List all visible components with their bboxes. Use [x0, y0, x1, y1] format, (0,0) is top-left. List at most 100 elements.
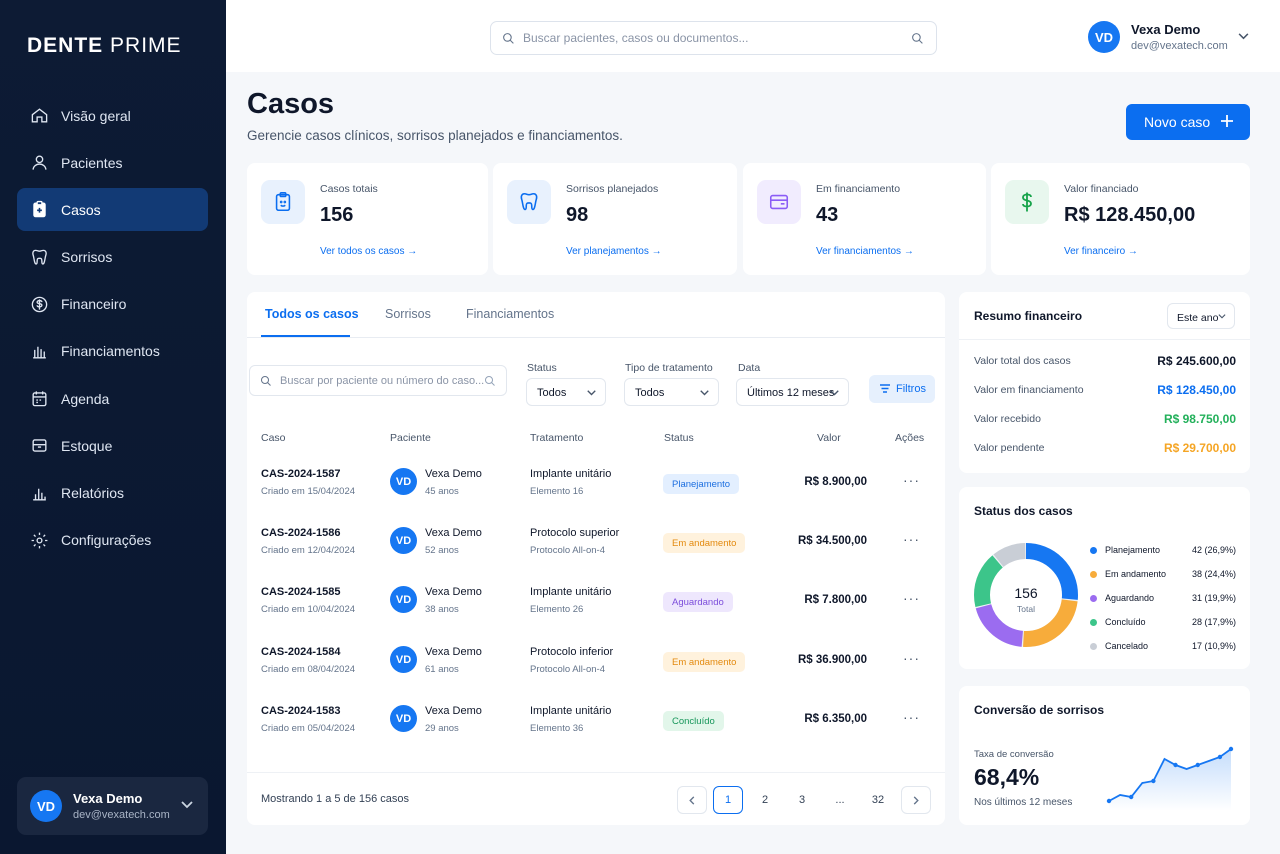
patient-age: 38 anos	[425, 604, 459, 615]
page-button-3[interactable]: 3	[798, 794, 806, 806]
sidebar-item-casos[interactable]: Casos	[17, 188, 208, 232]
patient-name: Vexa Demo	[425, 586, 482, 598]
tab-financiamentos[interactable]: Financiamentos	[466, 307, 555, 321]
sidebar-item-relatorios[interactable]: Relatórios	[17, 472, 208, 515]
prev-page-button[interactable]	[677, 786, 707, 814]
more-actions-icon[interactable]: ···	[903, 650, 920, 666]
stat-link[interactable]: Ver financiamentos →	[816, 246, 914, 257]
page-button-32[interactable]: 32	[871, 794, 885, 806]
more-actions-icon[interactable]: ···	[903, 590, 920, 606]
tab-todos-os-casos[interactable]: Todos os casos	[265, 307, 359, 321]
case-value: R$ 7.800,00	[804, 594, 867, 606]
page-button-1[interactable]: 1	[713, 786, 743, 814]
tooth-icon	[520, 192, 538, 211]
table-row[interactable]: CAS-2024-1587 Criado em 15/04/2024 VD Ve…	[247, 454, 945, 513]
case-status-donut-chart: 156 Total	[974, 543, 1078, 647]
header-user-menu[interactable]: VD Vexa Demo dev@vexatech.com	[1088, 21, 1249, 53]
patient-age: 29 anos	[425, 723, 459, 734]
search-placeholder: Buscar pacientes, casos ou documentos...	[523, 31, 749, 45]
more-actions-icon[interactable]: ···	[903, 472, 920, 488]
sidebar-item-financiamentos[interactable]: Financiamentos	[17, 330, 208, 373]
donut-segment	[974, 543, 1078, 647]
tab-sorrisos[interactable]: Sorrisos	[385, 307, 431, 321]
status-badge: Aguardando	[663, 592, 733, 612]
stat-card-financed-value: Valor financiado R$ 128.450,00 Ver finan…	[991, 163, 1250, 275]
filters-button[interactable]: Filtros	[869, 375, 935, 403]
status-badge: Em andamento	[663, 652, 746, 672]
page-subtitle: Gerencie casos clínicos, sorrisos planej…	[247, 128, 623, 143]
donut-total: 156	[1014, 585, 1038, 601]
stat-link[interactable]: Ver financeiro →	[1064, 246, 1138, 257]
next-page-button[interactable]	[901, 786, 931, 814]
sidebar-item-agenda[interactable]: Agenda	[17, 377, 208, 420]
sidebar-item-configuracoes[interactable]: Configurações	[17, 519, 208, 562]
new-case-button[interactable]: Novo caso	[1126, 104, 1250, 140]
avatar: VD	[390, 705, 417, 732]
column-header-status[interactable]: Status	[664, 432, 694, 444]
case-status-card: Status dos casos 156 Total Planejamento 4…	[959, 487, 1250, 669]
avatar: VD	[390, 527, 417, 554]
table-row[interactable]: CAS-2024-1585 Criado em 10/04/2024 VD Ve…	[247, 572, 945, 631]
divider	[959, 339, 1250, 340]
status-filter-select[interactable]: Todos	[526, 378, 606, 406]
table-row[interactable]: CAS-2024-1583 Criado em 05/04/2024 VD Ve…	[247, 691, 945, 750]
cases-panel: Todos os casos Sorrisos Financiamentos B…	[247, 292, 945, 825]
stat-link[interactable]: Ver todos os casos →	[320, 246, 418, 257]
sidebar-user-card[interactable]: VD Vexa Demo dev@vexatech.com	[17, 777, 208, 835]
box-icon	[32, 439, 47, 453]
date-filter-select[interactable]: Últimos 12 meses	[736, 378, 849, 406]
treatment-filter-select[interactable]: Todos	[624, 378, 719, 406]
brand-logo[interactable]: DENTE PRIME	[27, 34, 182, 57]
divider	[247, 772, 945, 773]
chevron-down-icon[interactable]	[1238, 33, 1249, 40]
dollar-icon	[1022, 192, 1032, 212]
fin-row-total: Valor total dos casos R$ 245.600,00	[974, 354, 1236, 368]
bank-icon	[33, 346, 46, 359]
stat-link[interactable]: Ver planejamentos →	[566, 246, 662, 257]
sidebar-item-pacientes[interactable]: Pacientes	[17, 141, 208, 184]
status-badge: Em andamento	[663, 533, 746, 553]
bar-chart-icon	[33, 488, 46, 501]
sidebar-item-sorrisos[interactable]: Sorrisos	[17, 236, 208, 279]
global-search-input[interactable]: Buscar pacientes, casos ou documentos...	[490, 21, 937, 55]
more-actions-icon[interactable]: ···	[903, 709, 920, 725]
treatment-detail: Elemento 26	[530, 604, 584, 615]
table-row[interactable]: CAS-2024-1586 Criado em 12/04/2024 VD Ve…	[247, 513, 945, 572]
period-select[interactable]: Este ano	[1167, 303, 1235, 329]
tab-bar: Todos os casos Sorrisos Financiamentos	[247, 292, 945, 338]
sidebar-item-visao-geral[interactable]: Visão geral	[17, 94, 208, 137]
column-header-tratamento[interactable]: Tratamento	[530, 432, 584, 444]
column-header-paciente[interactable]: Paciente	[390, 432, 431, 444]
treatment-name: Protocolo inferior	[530, 646, 614, 658]
search-icon[interactable]	[911, 32, 924, 45]
case-id[interactable]: CAS-2024-1583	[261, 705, 341, 717]
column-header-valor[interactable]: Valor	[817, 432, 841, 444]
active-tab-indicator	[261, 335, 350, 337]
chevron-down-icon	[700, 390, 709, 396]
column-header-caso[interactable]: Caso	[261, 432, 286, 444]
search-icon	[261, 376, 271, 386]
case-id[interactable]: CAS-2024-1585	[261, 586, 341, 598]
page-button-2[interactable]: 2	[761, 794, 769, 806]
sidebar: DENTE PRIME Visão geral Pacientes Casos …	[0, 0, 226, 854]
table-row[interactable]: CAS-2024-1584 Criado em 08/04/2024 VD Ve…	[247, 632, 945, 691]
sidebar-item-financeiro[interactable]: Financeiro	[17, 283, 208, 326]
stat-value: 98	[566, 204, 589, 226]
clipboard-icon	[33, 201, 46, 218]
more-actions-icon[interactable]: ···	[903, 531, 920, 547]
chevron-down-icon[interactable]	[181, 801, 193, 809]
patient-age: 45 anos	[425, 486, 459, 497]
user-email: dev@vexatech.com	[1131, 40, 1228, 52]
treatment-detail: Elemento 36	[530, 723, 584, 734]
case-id[interactable]: CAS-2024-1586	[261, 527, 341, 539]
case-id[interactable]: CAS-2024-1584	[261, 646, 341, 658]
stat-label: Valor financiado	[1064, 183, 1139, 195]
clipboard-icon	[275, 192, 291, 212]
card-title: Resumo financeiro	[974, 309, 1083, 323]
sidebar-item-estoque[interactable]: Estoque	[17, 424, 208, 467]
smile-conversion-card: Conversão de sorrisos Taxa de conversão …	[959, 686, 1250, 825]
status-badge: Concluído	[663, 711, 724, 731]
case-id[interactable]: CAS-2024-1587	[261, 468, 341, 480]
case-search-input[interactable]: Buscar por paciente ou número do caso...	[249, 365, 507, 396]
card-title: Conversão de sorrisos	[974, 703, 1105, 717]
